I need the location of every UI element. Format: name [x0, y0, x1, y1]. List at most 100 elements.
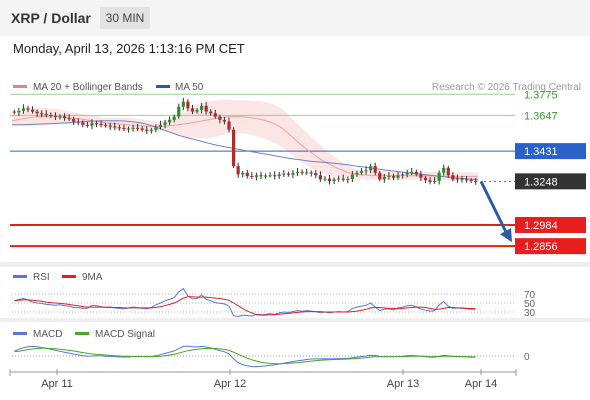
candle-body — [291, 173, 295, 175]
candle-body — [154, 127, 158, 130]
rsi-tick: 50 — [524, 299, 536, 310]
candle-body — [227, 121, 231, 130]
forecast-arrow-shaft — [479, 180, 509, 235]
candle-body — [286, 173, 291, 175]
candle-body — [396, 175, 400, 178]
rsi-legend-swatch — [13, 275, 27, 278]
candle-body — [341, 178, 345, 180]
candle-body — [44, 114, 48, 116]
candle-body — [300, 171, 304, 173]
candle-body — [158, 124, 163, 128]
candle-body — [12, 111, 16, 113]
level-label: 1.2984 — [524, 220, 558, 232]
rsi-ma-line — [14, 296, 476, 316]
candle-body — [254, 175, 259, 177]
candle-body — [131, 127, 135, 129]
candle-body — [263, 175, 268, 177]
rsi-tick: 70 — [524, 290, 536, 301]
timestamp: Monday, April 13, 2026 1:13:16 PM CET — [13, 41, 245, 56]
level-label-box — [515, 143, 586, 160]
credit-text: Research © 2026 Trading Central — [432, 82, 581, 93]
candle-body — [94, 123, 99, 125]
candle-body — [62, 116, 67, 119]
candle-body — [401, 174, 405, 176]
forecast-arrow-head — [500, 228, 512, 243]
candle-body — [273, 175, 277, 177]
candle-body — [268, 175, 272, 177]
ma20-legend-swatch — [13, 85, 27, 88]
candle-body — [382, 176, 386, 180]
x-axis-tick-label: Apr 14 — [465, 378, 497, 390]
candle-body — [213, 113, 217, 117]
candle-body — [442, 167, 446, 173]
x-axis-tick-label: Apr 13 — [387, 378, 419, 390]
candle-body — [337, 178, 341, 180]
rsi-ma-legend-label: 9MA — [82, 272, 103, 283]
candle-body — [104, 124, 108, 126]
candle-body — [460, 178, 464, 180]
candle-body — [222, 119, 227, 122]
candle-body — [122, 128, 126, 130]
candle-body — [277, 174, 281, 177]
candle-body — [432, 181, 437, 183]
candle-body — [81, 122, 85, 125]
candle-body — [391, 176, 396, 178]
rsi-legend-label: RSI — [33, 272, 50, 283]
candle-body — [314, 173, 318, 176]
candle-body — [423, 177, 428, 181]
ma50-line — [12, 120, 479, 181]
candle-body — [49, 114, 53, 116]
candle-body — [17, 110, 21, 113]
candle-body — [474, 181, 478, 183]
candle-body — [346, 179, 350, 181]
candle-body — [140, 128, 144, 130]
macd-signal-legend-label: MACD Signal — [95, 329, 155, 340]
candle-body — [241, 172, 245, 175]
candle-body — [231, 129, 236, 167]
candle-body — [332, 179, 336, 182]
candle-body — [209, 111, 213, 114]
instrument-title: XRP / Dollar — [11, 10, 91, 26]
candle-body — [464, 179, 469, 181]
ma20-line — [11, 116, 478, 177]
candle-body — [419, 174, 423, 178]
candle-body — [455, 178, 460, 180]
candle-body — [53, 115, 58, 117]
rsi-ma-legend-swatch — [62, 275, 76, 278]
level-label: 1.3775 — [524, 89, 558, 101]
ma20-legend-label: MA 20 + Bollinger Bands — [33, 82, 143, 93]
candle-body — [414, 171, 418, 175]
candle-body — [364, 170, 368, 172]
level-label: 1.3248 — [524, 176, 558, 188]
header-bar: XRP / Dollar 30 MIN — [0, 0, 590, 36]
candle-body — [282, 173, 286, 175]
candle-body — [172, 116, 176, 120]
candle-body — [359, 171, 364, 173]
candle-body — [295, 171, 300, 174]
candle-body — [26, 108, 30, 110]
candle-body — [113, 126, 117, 128]
candle-body — [350, 174, 354, 180]
timeframe-badge[interactable]: 30 MIN — [100, 7, 150, 29]
level-label: 1.2856 — [524, 241, 558, 253]
candle-body — [236, 166, 240, 175]
candle-body — [378, 172, 382, 180]
candle-body — [369, 166, 373, 171]
candle-body — [204, 105, 208, 112]
candle-body — [387, 176, 391, 178]
candle-body — [250, 176, 254, 178]
candle-body — [149, 129, 153, 131]
x-axis-tick-label: Apr 12 — [214, 378, 246, 390]
candle-body — [168, 119, 172, 123]
candle-body — [99, 124, 103, 126]
candle-body — [90, 123, 94, 126]
candle-body — [163, 122, 167, 125]
panel-divider — [0, 262, 590, 267]
candle-body — [181, 101, 185, 107]
candle-body — [373, 166, 377, 173]
candle-body — [327, 178, 332, 182]
candle-body — [451, 175, 455, 180]
candle-body — [30, 109, 35, 112]
